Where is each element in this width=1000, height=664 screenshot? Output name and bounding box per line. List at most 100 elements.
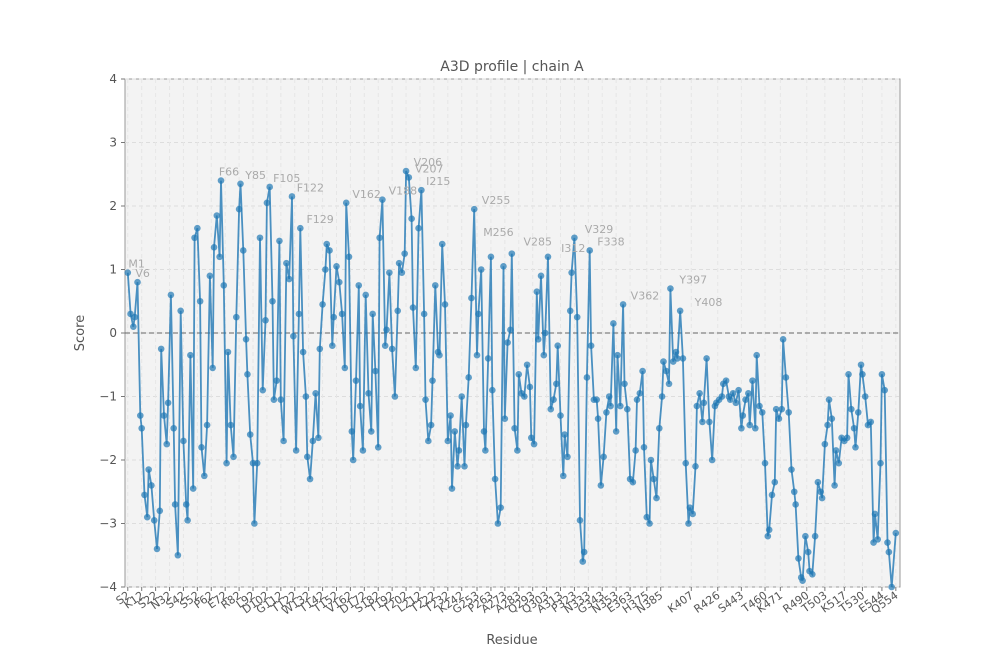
data-point [828, 415, 836, 423]
data-point [356, 402, 364, 410]
data-point [224, 348, 232, 356]
data-point [415, 224, 422, 232]
data-point [372, 367, 379, 375]
point-annotation: V285 [524, 235, 553, 248]
data-point [753, 351, 760, 359]
data-point [706, 418, 713, 426]
data-point [233, 313, 240, 321]
data-point [660, 358, 667, 365]
data-point [436, 351, 443, 359]
data-point [703, 355, 710, 362]
data-point [409, 304, 417, 311]
data-point [262, 317, 269, 324]
data-point [672, 348, 680, 356]
data-point [333, 263, 340, 270]
data-point [587, 342, 595, 350]
data-point [326, 247, 333, 254]
data-point [571, 234, 578, 242]
data-point [583, 374, 591, 381]
data-point [764, 532, 772, 540]
y-tick-label: −3 [99, 517, 117, 531]
data-point [818, 494, 826, 502]
data-point [775, 415, 783, 423]
data-point [541, 329, 549, 337]
data-point [150, 517, 158, 524]
point-annotation: F338 [597, 235, 624, 248]
x-tick-label: K407 [665, 589, 696, 616]
data-point [235, 205, 243, 213]
data-point [131, 313, 139, 321]
data-point [888, 583, 895, 591]
data-point [600, 453, 607, 461]
point-annotation: M256 [483, 226, 514, 239]
point-annotation: F122 [297, 181, 324, 194]
data-point [458, 393, 466, 400]
data-point [799, 577, 806, 584]
data-point [369, 310, 376, 318]
data-point [892, 529, 900, 537]
data-point [388, 345, 396, 353]
data-point [395, 259, 403, 267]
point-annotation: V206 [414, 156, 443, 169]
y-tick-label: −2 [99, 453, 117, 467]
data-point [692, 463, 699, 470]
data-point [874, 536, 882, 543]
point-annotation: F129 [306, 213, 333, 226]
data-point [263, 199, 271, 207]
data-point [143, 513, 151, 521]
data-point [593, 396, 600, 403]
data-point [790, 488, 798, 496]
data-point [171, 501, 179, 508]
point-annotation: Y397 [678, 274, 707, 287]
data-point [650, 475, 658, 483]
data-point [693, 402, 701, 410]
data-point [696, 390, 703, 397]
data-point [276, 237, 283, 245]
data-point [526, 383, 534, 391]
data-point [362, 291, 370, 299]
data-point [665, 380, 673, 388]
data-point [473, 351, 481, 359]
data-point [722, 377, 730, 384]
data-point [475, 310, 482, 318]
data-point [468, 294, 475, 302]
data-point [418, 186, 425, 194]
data-point [633, 396, 641, 403]
data-point [461, 463, 468, 470]
data-point [447, 412, 454, 419]
data-point [124, 269, 132, 276]
data-point [431, 282, 439, 289]
data-point [277, 396, 285, 403]
data-point [576, 517, 584, 524]
data-point [564, 453, 571, 461]
data-point [802, 532, 809, 540]
data-point [355, 282, 363, 289]
data-point [504, 339, 511, 346]
data-point [523, 361, 531, 369]
data-point [667, 285, 674, 292]
data-point [491, 475, 499, 483]
data-point [489, 386, 496, 394]
data-point [198, 444, 205, 451]
data-point [547, 405, 555, 413]
data-point [718, 393, 726, 400]
data-point [877, 459, 884, 467]
data-point [845, 370, 852, 378]
data-point [610, 320, 617, 327]
point-annotation: V188 [389, 185, 418, 198]
data-point [487, 253, 495, 261]
data-point [758, 409, 766, 416]
data-point [534, 336, 542, 343]
data-point [597, 482, 605, 489]
data-point [738, 424, 745, 432]
data-point [167, 291, 175, 299]
y-tick-label: 0 [109, 326, 117, 340]
data-point [878, 370, 886, 378]
data-point [636, 390, 644, 397]
data-point [237, 180, 244, 188]
point-annotation: Y408 [694, 296, 723, 309]
data-point [561, 431, 568, 438]
data-point [398, 269, 406, 276]
data-point [655, 424, 663, 432]
